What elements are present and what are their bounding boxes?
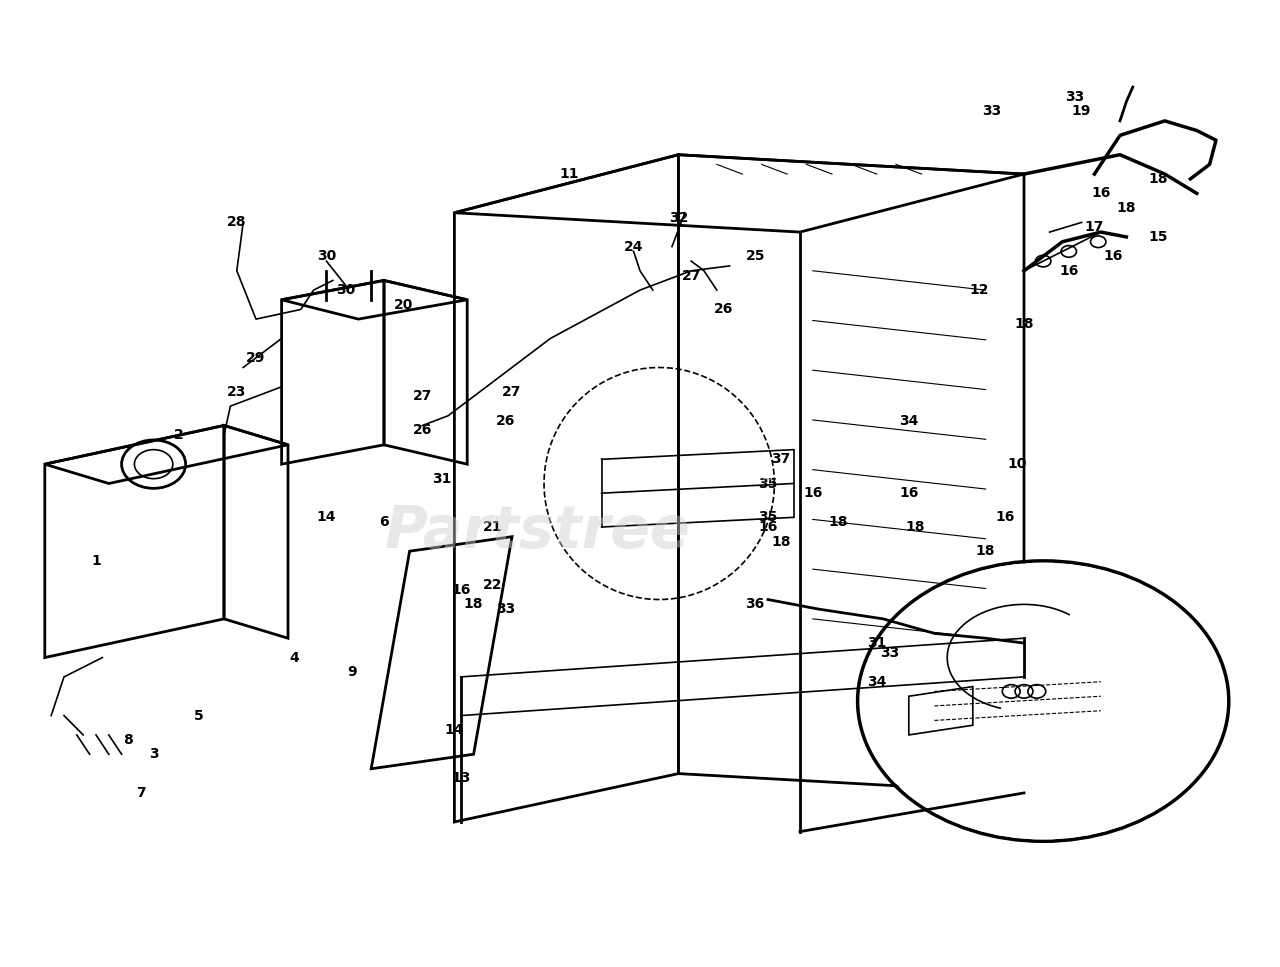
Text: 1: 1: [91, 554, 101, 568]
Text: 22: 22: [483, 578, 503, 592]
Text: 5: 5: [193, 709, 204, 722]
Text: 24: 24: [623, 240, 644, 253]
Text: 6: 6: [379, 515, 389, 529]
Text: 18: 18: [1148, 172, 1169, 186]
Text: 16: 16: [1059, 264, 1079, 278]
Text: 20: 20: [393, 298, 413, 311]
Text: 30: 30: [316, 249, 337, 263]
Text: 33: 33: [1065, 90, 1085, 103]
Text: 16: 16: [1091, 187, 1111, 200]
Text: 14: 14: [444, 723, 465, 737]
Text: 16: 16: [1103, 249, 1124, 263]
Text: 17: 17: [1084, 220, 1105, 234]
Text: 23: 23: [227, 385, 247, 398]
Text: Partstree: Partstree: [385, 504, 690, 560]
Text: 36: 36: [745, 598, 765, 611]
Text: 3: 3: [148, 747, 159, 761]
Text: 15: 15: [1148, 230, 1169, 244]
Text: 27: 27: [502, 385, 522, 398]
Text: 32: 32: [668, 211, 689, 224]
Text: 13: 13: [451, 772, 471, 785]
Text: 37: 37: [771, 453, 791, 466]
Text: 26: 26: [495, 414, 516, 427]
Text: 25: 25: [745, 249, 765, 263]
Text: 30: 30: [335, 283, 356, 297]
Text: 33: 33: [982, 104, 1002, 118]
Text: 9: 9: [347, 665, 357, 679]
Text: 16: 16: [803, 486, 823, 500]
Text: 18: 18: [1116, 201, 1137, 215]
Text: 19: 19: [1071, 104, 1092, 118]
Text: 4: 4: [289, 651, 300, 664]
Text: 29: 29: [246, 351, 266, 365]
Text: 34: 34: [899, 414, 919, 427]
Text: 26: 26: [713, 303, 733, 316]
Text: 26: 26: [412, 424, 433, 437]
Text: 18: 18: [905, 520, 925, 534]
Text: 18: 18: [1014, 317, 1034, 331]
Text: 31: 31: [867, 636, 887, 650]
Text: 27: 27: [412, 390, 433, 403]
Text: 21: 21: [483, 520, 503, 534]
Text: 16: 16: [899, 486, 919, 500]
Text: 18: 18: [975, 544, 996, 558]
Text: 33: 33: [879, 646, 900, 659]
Text: 12: 12: [969, 283, 989, 297]
Text: 18: 18: [828, 515, 849, 529]
Text: 2: 2: [174, 428, 184, 442]
Text: 27: 27: [681, 269, 701, 282]
Text: 11: 11: [559, 167, 580, 181]
Text: 35: 35: [758, 511, 778, 524]
Text: 33: 33: [495, 602, 516, 616]
Text: ™: ™: [762, 477, 774, 490]
Text: 35: 35: [758, 477, 778, 490]
Text: 10: 10: [1007, 457, 1028, 471]
Circle shape: [860, 563, 1226, 839]
Text: 18: 18: [463, 598, 484, 611]
Text: 8: 8: [123, 733, 133, 747]
Text: 28: 28: [227, 216, 247, 229]
Text: 18: 18: [771, 535, 791, 548]
Text: 16: 16: [451, 583, 471, 597]
Text: 16: 16: [758, 520, 778, 534]
Text: 14: 14: [316, 511, 337, 524]
Text: 34: 34: [867, 675, 887, 689]
Text: 7: 7: [136, 786, 146, 800]
Text: 16: 16: [995, 511, 1015, 524]
Text: 31: 31: [431, 472, 452, 485]
